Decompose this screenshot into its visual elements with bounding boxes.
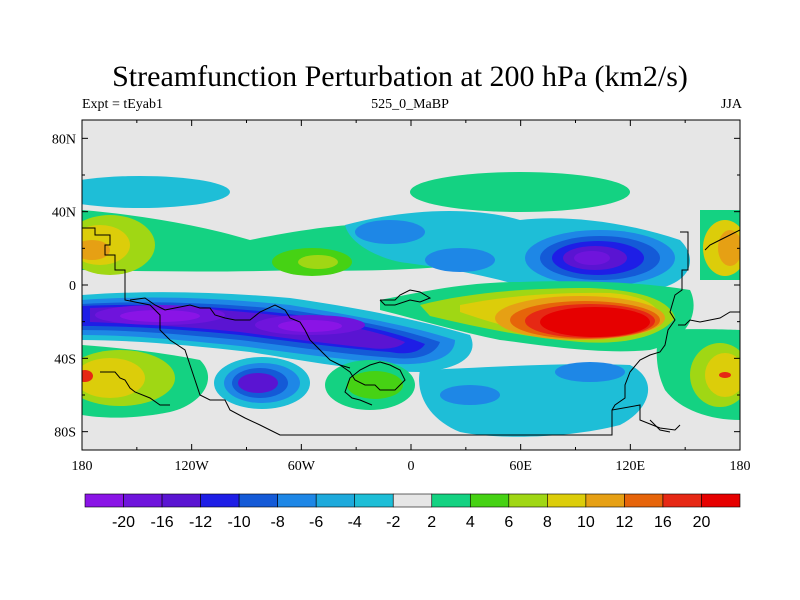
colorbar-label: -20 (112, 514, 135, 531)
colorbar-label: -2 (386, 514, 400, 531)
contour-blob (238, 373, 278, 393)
coastline-path (82, 227, 681, 436)
contour-blob (540, 307, 650, 337)
coastline-path (611, 231, 689, 411)
colorbar-swatch (508, 493, 548, 508)
colorbar-swatch (200, 493, 240, 508)
latitude-axis: 80N 40N 0 40S 80S (52, 132, 740, 441)
colorbar-swatch (547, 493, 587, 508)
coastline-path (100, 371, 170, 406)
colorbar-label: -6 (309, 514, 323, 531)
contour-blob (718, 230, 740, 266)
colorbar-swatch (701, 493, 741, 508)
lon-label: 0 (408, 459, 415, 474)
contour-blob (574, 251, 610, 265)
lon-label: 60W (288, 459, 316, 474)
colorbar-label: 20 (693, 514, 711, 531)
colorbar-swatch (431, 493, 471, 508)
coastline-path (339, 361, 406, 406)
colorbar-swatch (624, 493, 664, 508)
lon-label: 180 (72, 459, 93, 474)
coastline-path (129, 297, 351, 369)
lon-label: 120W (175, 459, 210, 474)
time-period-label: 525_0_MaBP (371, 97, 449, 112)
coastline-path (704, 229, 740, 251)
season-label: JJA (720, 97, 742, 112)
contour-blob (440, 385, 500, 405)
colorbar-swatch (84, 493, 124, 508)
colorbar-swatch (354, 493, 394, 508)
contour-blob (425, 248, 495, 272)
colorbar-label: -12 (189, 514, 212, 531)
contour-blob (82, 240, 110, 260)
colorbar-label: -4 (348, 514, 362, 531)
contour-blob (82, 358, 145, 398)
colorbar-swatch (469, 493, 510, 508)
lat-label: 0 (69, 279, 76, 294)
colorbar-label: 12 (616, 514, 634, 531)
lon-label: 120E (616, 459, 646, 474)
lat-label: 80N (52, 132, 76, 147)
colorbar-swatch (392, 493, 433, 508)
colorbar-label: 6 (504, 514, 513, 531)
experiment-label: Expt = tEyab1 (82, 97, 163, 112)
colorbar-swatch (662, 493, 702, 508)
colorbar-swatch (585, 493, 625, 508)
colorbar-label: 10 (577, 514, 595, 531)
contour-blob (355, 220, 425, 244)
contour-fields (82, 172, 740, 437)
contour-blob (719, 372, 731, 378)
colorbar-label: -16 (150, 514, 173, 531)
contour-blob (555, 362, 625, 382)
colorbar-label: 2 (427, 514, 436, 531)
colorbar-swatch (277, 493, 317, 508)
coastline-path (649, 419, 671, 433)
contour-blob (278, 320, 342, 332)
lon-label: 60E (509, 459, 532, 474)
colorbar-swatch (161, 493, 201, 508)
colorbar: -20 -16 -12 -10 -8 -6 -4 -2 2 4 6 8 10 12 16 20 (84, 493, 741, 531)
contour-blob (419, 364, 649, 437)
contour-blob (82, 370, 93, 382)
colorbar-swatch (315, 493, 356, 508)
lat-label: 40S (54, 352, 76, 367)
lon-label: 180 (730, 459, 751, 474)
coastline-path (379, 289, 432, 306)
lat-label: 80S (54, 426, 76, 441)
colorbar-label: 16 (654, 514, 672, 531)
colorbar-label: 8 (543, 514, 552, 531)
colorbar-label: 4 (466, 514, 475, 531)
contour-blob (82, 176, 230, 208)
colorbar-label: -8 (271, 514, 285, 531)
longitude-axis: 180 120W 60W 0 60E 120E 180 (72, 120, 751, 474)
plot-title: Streamfunction Perturbation at 200 hPa (… (112, 60, 688, 93)
coastline-path (678, 311, 740, 326)
contour-blob (298, 255, 338, 269)
coastlines (82, 227, 740, 436)
colorbar-label: -10 (228, 514, 251, 531)
colorbar-swatch (123, 493, 163, 508)
colorbar-swatch (238, 493, 278, 508)
contour-blob (410, 172, 630, 212)
lat-label: 40N (52, 206, 76, 221)
